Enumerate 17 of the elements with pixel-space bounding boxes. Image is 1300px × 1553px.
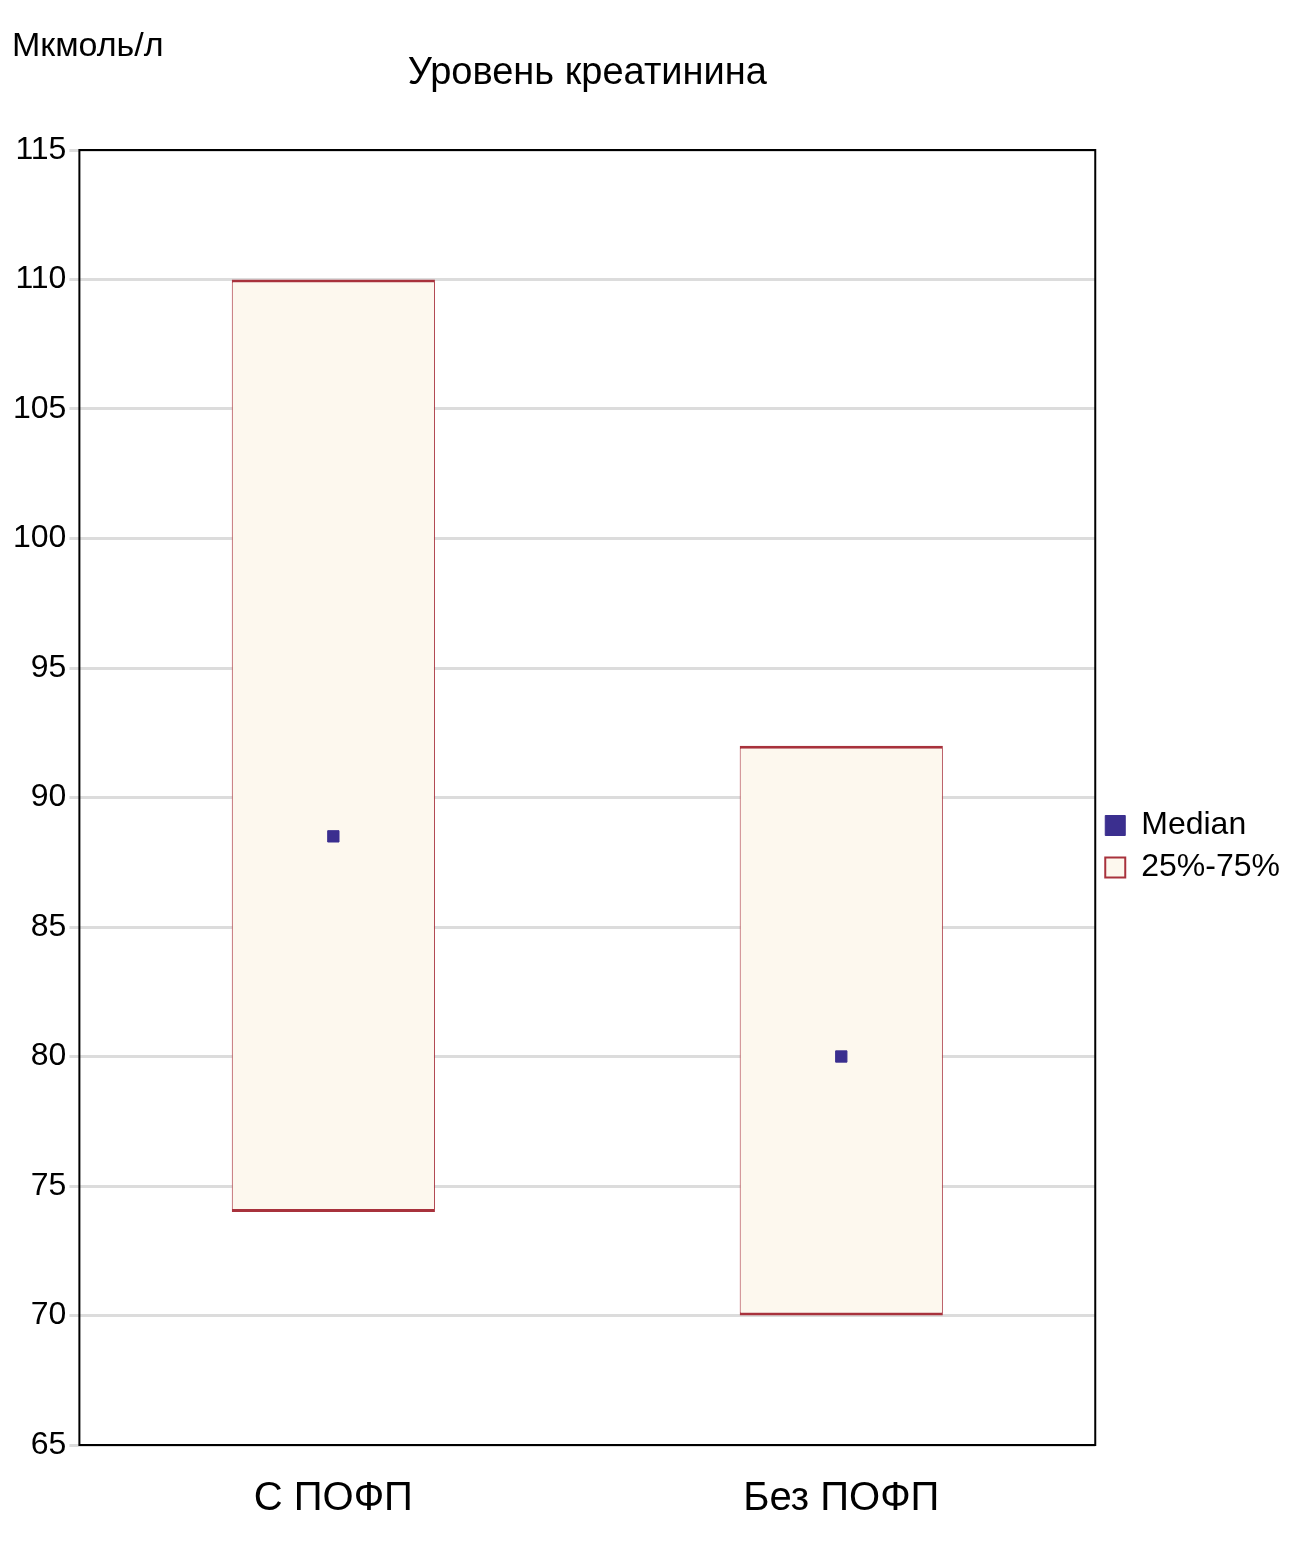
x-tick-label: Без ПОФП xyxy=(743,1474,940,1519)
y-tick-label: 70 xyxy=(30,1295,67,1332)
y-tick-label: 65 xyxy=(30,1424,67,1461)
y-tick-label: 105 xyxy=(13,388,67,425)
y-tick-label: 110 xyxy=(15,259,67,296)
y-tick-label: 85 xyxy=(30,906,67,943)
y-axis-title: Мкмоль/л xyxy=(12,25,164,64)
legend-label: Median xyxy=(1141,805,1247,842)
y-tick-label: 95 xyxy=(30,647,67,684)
y-tick-label: 80 xyxy=(30,1036,67,1073)
y-tick-label: 90 xyxy=(30,777,67,814)
x-tick-label: С ПОФП xyxy=(253,1474,413,1519)
y-tick-label: 75 xyxy=(30,1165,67,1202)
y-tick-label: 100 xyxy=(13,518,67,555)
legend-label: 25%-75% xyxy=(1141,847,1280,884)
y-tick-label: 115 xyxy=(15,129,67,166)
chart-title: Уровень креатинина xyxy=(407,50,768,93)
